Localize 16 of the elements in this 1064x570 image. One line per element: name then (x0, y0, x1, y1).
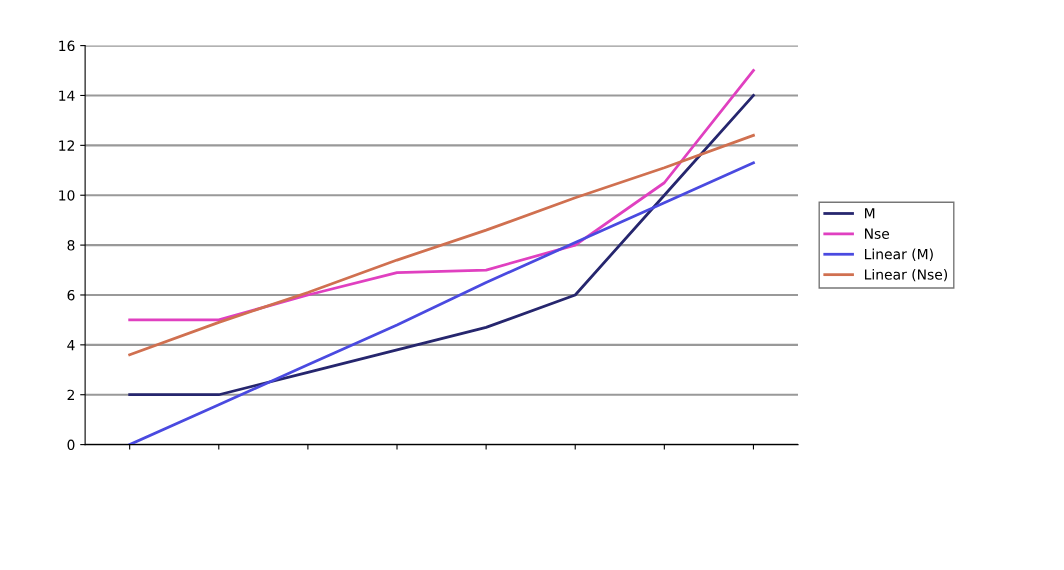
y-tick-label: 14 (59, 90, 75, 101)
y-tick-label: 2 (67, 389, 75, 400)
line-series (128, 161, 755, 445)
legend-label: Nse (865, 228, 890, 239)
line-series (128, 133, 755, 357)
legend-label: M (865, 208, 875, 219)
legend-label: Linear (M) (865, 248, 933, 261)
y-tick-label: 16 (59, 40, 75, 52)
y-tick-label: 10 (59, 190, 75, 201)
y-tick-label: 4 (67, 340, 75, 351)
y-tick-label: 12 (59, 140, 75, 151)
y-tick-label: 6 (67, 289, 75, 301)
y-tick-label: 0 (67, 439, 75, 451)
line-series (128, 94, 755, 397)
legend-label: Linear (Nse) (865, 268, 948, 282)
y-tick-label: 8 (67, 240, 75, 251)
